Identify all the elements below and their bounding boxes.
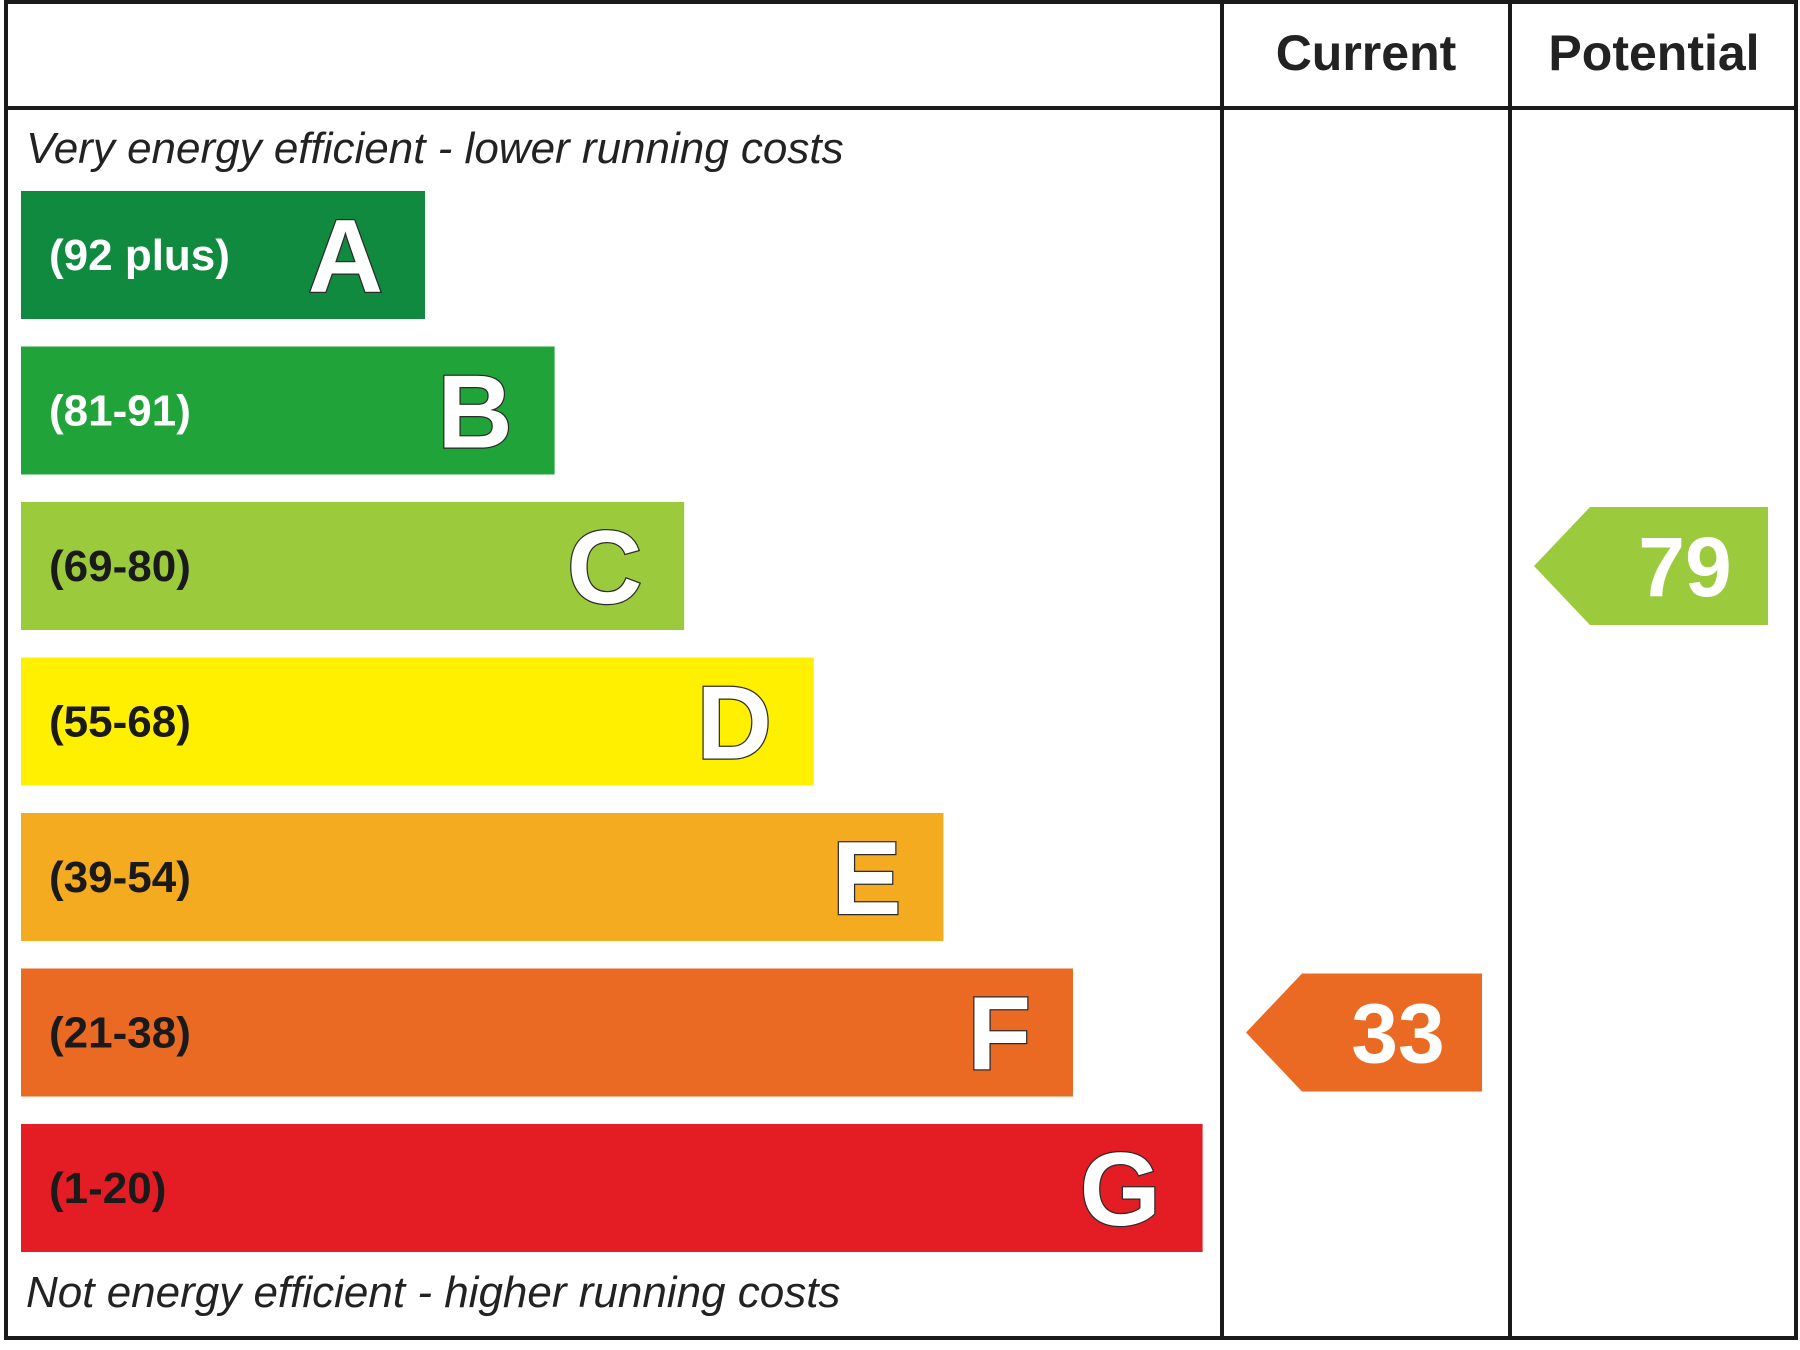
potential-rating-value: 79 [1638, 520, 1731, 614]
band-c-range: (69-80) [49, 542, 191, 591]
rating-arrows: 33 79 [1246, 507, 1768, 1092]
band-f-bar [21, 968, 1073, 1097]
band-e-letter: E [832, 821, 901, 937]
current-rating-value: 33 [1351, 987, 1444, 1081]
band-b-bar [21, 346, 555, 475]
potential-rating-arrow [1534, 507, 1768, 625]
chart-border [4, 0, 1798, 1340]
band-e-range: (39-54) [49, 853, 191, 902]
band-d-letter: D [697, 666, 772, 782]
band-d-range: (55-68) [49, 698, 191, 747]
band-g-range: (1-20) [49, 1164, 166, 1213]
band-c-letter: C [567, 510, 642, 626]
rating-bands: (92 plus) A (81-91) B (69-80) C (55-68) D (39-54… [21, 191, 1203, 1252]
band-f-letter: F [967, 977, 1031, 1093]
bottom-caption: Not energy efficient - higher running co… [26, 1268, 840, 1317]
band-c-bar [21, 502, 685, 630]
chart-grid [4, 0, 1798, 1340]
band-a-letter: A [308, 199, 383, 315]
band-d-bar [21, 657, 814, 786]
band-g-letter: G [1080, 1132, 1161, 1248]
current-rating-arrow [1246, 973, 1482, 1092]
band-b-range: (81-91) [49, 387, 191, 436]
band-f-range: (21-38) [49, 1009, 191, 1058]
band-e-bar [21, 813, 944, 941]
band-a-range: (92 plus) [49, 231, 230, 280]
top-caption: Very energy efficient - lower running co… [26, 124, 844, 173]
band-g-bar [21, 1124, 1203, 1252]
current-header: Current [1276, 25, 1457, 81]
band-b-letter: B [437, 355, 512, 471]
band-a-bar [21, 191, 425, 319]
potential-header: Potential [1548, 25, 1759, 81]
